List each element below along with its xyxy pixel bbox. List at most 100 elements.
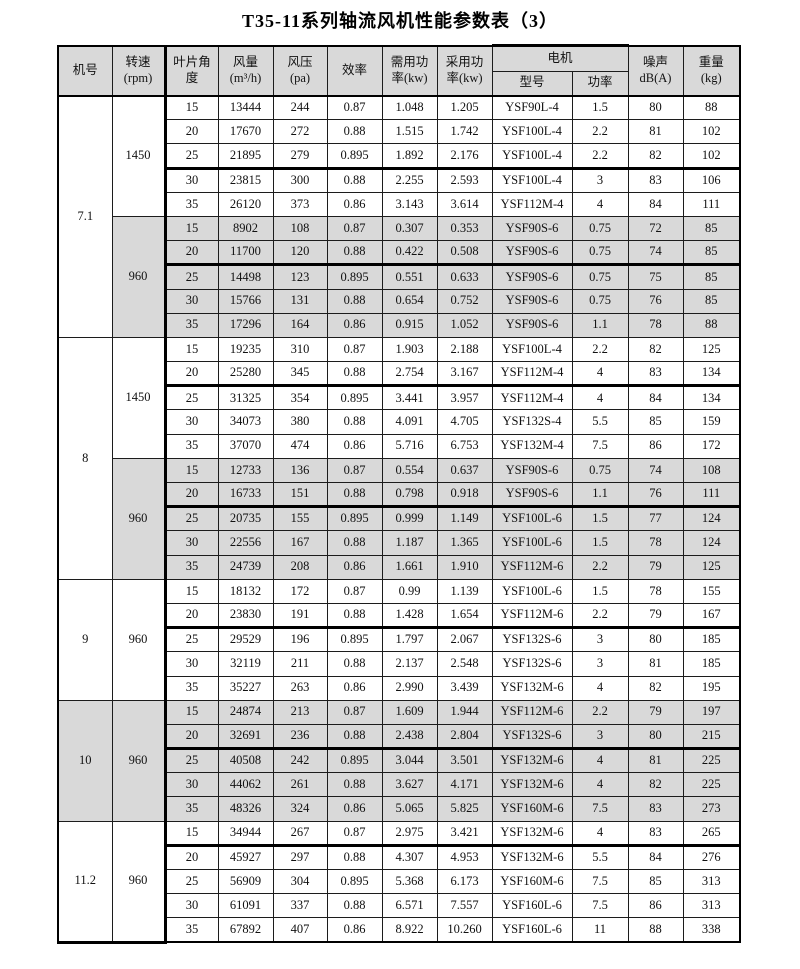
cell-air-pressure: 164: [272, 312, 328, 338]
cell-air-pressure: 191: [272, 602, 328, 630]
fan-performance-table: 机号 转速 (rpm) 叶片角 度 风量 (m³/h) 风压 (pa) 效率 需…: [57, 44, 742, 944]
cell-air-flow: 23830: [217, 602, 274, 630]
cell-required-power: 0.99: [381, 578, 438, 604]
cell-motor-model: YSF160M-6: [491, 796, 573, 822]
cell-motor-model: YSF160L-6: [491, 893, 573, 919]
cell-motor-power: 7.5: [571, 796, 629, 822]
cell-air-flow: 32691: [217, 723, 274, 751]
table-row: 20 32691 236 0.88 2.438 2.804 YSF132S-6 3 80 215: [58, 723, 741, 751]
cell-efficiency: 0.86: [326, 191, 383, 217]
cell-weight: 195: [682, 675, 741, 701]
cell-adopted-power: 0.633: [436, 264, 493, 290]
cell-machine-no: 7.1: [57, 95, 113, 338]
cell-blade-angle: 30: [163, 167, 219, 193]
cell-speed: 1450: [111, 336, 166, 459]
cell-motor-model: YSF100L-6: [491, 578, 573, 604]
cell-motor-power: 3: [571, 627, 629, 653]
cell-required-power: 1.609: [381, 699, 438, 725]
cell-required-power: 0.551: [381, 264, 438, 290]
cell-noise: 78: [627, 312, 684, 338]
cell-motor-power: 4: [571, 772, 629, 798]
table-row: 960 15 12733 136 0.87 0.554 0.637 YSF90S-6 0.75 7…: [58, 457, 741, 580]
table-header: 机号 转速 (rpm) 叶片角 度 风量 (m³/h) 风压 (pa) 效率 需…: [57, 44, 741, 97]
cell-air-flow: 23815: [217, 167, 274, 193]
cell-air-pressure: 236: [272, 723, 328, 751]
cell-efficiency: 0.88: [326, 723, 383, 751]
table-row: 30 32119 211 0.88 2.137 2.548 YSF132S-6 3 81 185: [58, 651, 741, 677]
cell-blade-angle: 35: [163, 554, 219, 580]
table-row: 20 17670 272 0.88 1.515 1.742 YSF100L-4 2.2 81 10…: [58, 119, 741, 145]
cell-efficiency: 0.87: [326, 94, 383, 121]
cell-air-pressure: 297: [272, 844, 328, 871]
cell-efficiency: 0.88: [326, 772, 383, 798]
table-row: 25 21895 279 0.895 1.892 2.176 YSF100L-4 2.2 82 1…: [58, 143, 741, 170]
cell-required-power: 1.187: [381, 530, 438, 556]
cell-air-pressure: 373: [272, 191, 328, 217]
cell-weight: 111: [682, 481, 741, 509]
cell-weight: 88: [682, 94, 741, 121]
cell-machine-no: 11.2: [57, 820, 113, 944]
cell-air-pressure: 151: [272, 481, 328, 509]
cell-efficiency: 0.86: [326, 796, 383, 822]
table-row: 7.1 1450 15 13444 244 0.87 1.048 1.205 YSF90L-4 1…: [57, 94, 741, 338]
cell-weight: 185: [682, 627, 741, 653]
cell-motor-power: 4: [571, 361, 629, 388]
cell-efficiency: 0.86: [326, 917, 383, 943]
cell-adopted-power: 2.176: [436, 143, 493, 170]
cell-required-power: 0.654: [381, 288, 438, 314]
cell-air-pressure: 136: [272, 457, 328, 484]
cell-weight: 125: [682, 336, 741, 363]
cell-noise: 82: [627, 336, 684, 363]
cell-required-power: 3.143: [381, 191, 438, 217]
cell-air-flow: 19235: [217, 336, 274, 363]
cell-noise: 80: [627, 723, 684, 751]
cell-air-pressure: 131: [272, 288, 328, 314]
table-row: 11.2 960 15 34944 267 0.87 2.975 3.421 YSF132M-6…: [57, 820, 741, 944]
cell-noise: 74: [627, 457, 684, 484]
cell-adopted-power: 10.260: [436, 917, 493, 943]
cell-air-pressure: 380: [272, 409, 328, 435]
cell-noise: 76: [627, 288, 684, 314]
col-header-motor-model: 型号: [491, 71, 573, 97]
cell-motor-model: YSF132M-6: [491, 844, 573, 871]
cell-air-pressure: 407: [272, 917, 328, 943]
cell-motor-power: 1.5: [571, 94, 629, 121]
cell-efficiency: 0.88: [326, 240, 383, 267]
cell-efficiency: 0.895: [326, 143, 383, 170]
cell-noise: 77: [627, 506, 684, 532]
cell-efficiency: 0.895: [326, 868, 383, 895]
cell-noise: 83: [627, 796, 684, 822]
cell-air-pressure: 244: [272, 94, 328, 121]
cell-weight: 106: [682, 167, 741, 193]
cell-machine-no: 8: [57, 336, 113, 580]
cell-required-power: 4.307: [381, 844, 438, 871]
cell-adopted-power: 7.557: [436, 893, 493, 919]
cell-required-power: 2.255: [381, 167, 438, 193]
cell-blade-angle: 20: [163, 361, 219, 388]
col-header-air-pressure: 风压 (pa): [272, 45, 328, 97]
cell-adopted-power: 4.171: [436, 772, 493, 798]
cell-air-pressure: 324: [272, 796, 328, 822]
cell-motor-model: YSF100L-4: [491, 336, 573, 363]
cell-adopted-power: 1.052: [436, 312, 493, 338]
cell-air-flow: 26120: [217, 191, 274, 217]
cell-efficiency: 0.87: [326, 578, 383, 604]
cell-noise: 83: [627, 167, 684, 193]
cell-motor-power: 1.5: [571, 530, 629, 556]
cell-weight: 338: [682, 917, 741, 943]
cell-air-flow: 35227: [217, 675, 274, 701]
cell-air-flow: 13444: [217, 94, 274, 121]
cell-required-power: 5.716: [381, 433, 438, 459]
cell-weight: 197: [682, 699, 741, 725]
cell-noise: 79: [627, 602, 684, 630]
cell-air-flow: 24739: [217, 554, 274, 580]
cell-required-power: 1.428: [381, 602, 438, 630]
cell-air-pressure: 208: [272, 554, 328, 580]
cell-blade-angle: 20: [163, 119, 219, 145]
cell-noise: 84: [627, 844, 684, 871]
cell-efficiency: 0.88: [326, 167, 383, 193]
cell-weight: 313: [682, 893, 741, 919]
cell-weight: 134: [682, 385, 741, 411]
cell-motor-power: 2.2: [571, 554, 629, 580]
